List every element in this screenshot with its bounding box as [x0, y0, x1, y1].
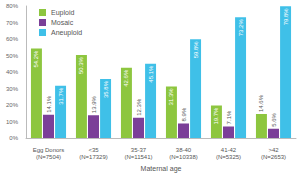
svg-text:<35: <35 — [88, 147, 99, 153]
svg-text:54.2%: 54.2% — [33, 50, 39, 68]
svg-text:59.8%: 59.8% — [193, 41, 199, 59]
svg-text:Egg Donors: Egg Donors — [33, 147, 65, 153]
svg-text:Maternal age: Maternal age — [141, 165, 182, 173]
svg-text:10%: 10% — [6, 119, 19, 125]
svg-text:0%: 0% — [9, 135, 18, 141]
svg-text:19.7%: 19.7% — [213, 107, 219, 125]
svg-text:60%: 60% — [6, 36, 19, 42]
svg-text:Aneuploid: Aneuploid — [51, 29, 82, 37]
svg-text:12.3%: 12.3% — [136, 98, 142, 116]
svg-text:31.7%: 31.7% — [58, 87, 64, 105]
svg-text:5.6%: 5.6% — [271, 113, 277, 127]
svg-text:Mosaic: Mosaic — [51, 19, 74, 26]
svg-text:35-37: 35-37 — [131, 147, 147, 153]
svg-text:38-40: 38-40 — [176, 147, 192, 153]
svg-text:>42: >42 — [268, 147, 279, 153]
svg-text:79.8%: 79.8% — [283, 8, 289, 26]
svg-text:(N=11541): (N=11541) — [124, 154, 152, 160]
svg-text:8.9%: 8.9% — [181, 107, 187, 121]
svg-text:73.2%: 73.2% — [238, 19, 244, 37]
svg-text:41-42: 41-42 — [221, 147, 237, 153]
svg-text:30%: 30% — [6, 86, 19, 92]
svg-text:7.1%: 7.1% — [226, 110, 232, 124]
svg-text:45.1%: 45.1% — [148, 65, 154, 83]
svg-text:40%: 40% — [6, 69, 19, 75]
svg-text:14.1%: 14.1% — [46, 95, 52, 113]
svg-text:(N=5325): (N=5325) — [216, 154, 241, 160]
svg-text:Euploid: Euploid — [51, 9, 74, 17]
svg-text:50.3%: 50.3% — [78, 56, 84, 74]
svg-text:(N=17329): (N=17329) — [79, 154, 108, 160]
svg-text:20%: 20% — [6, 102, 19, 108]
svg-text:31.3%: 31.3% — [168, 88, 174, 106]
svg-text:70%: 70% — [6, 20, 19, 26]
svg-text:42.6%: 42.6% — [123, 69, 129, 87]
svg-text:80%: 80% — [6, 3, 19, 9]
svg-text:35.8%: 35.8% — [103, 80, 109, 98]
svg-text:14.6%: 14.6% — [258, 94, 264, 112]
svg-text:(N=2653): (N=2653) — [261, 154, 286, 160]
svg-text:50%: 50% — [6, 53, 19, 59]
svg-text:(N=7504): (N=7504) — [36, 154, 61, 160]
svg-text:13.9%: 13.9% — [91, 95, 97, 113]
svg-text:(N=10338): (N=10338) — [169, 154, 198, 160]
